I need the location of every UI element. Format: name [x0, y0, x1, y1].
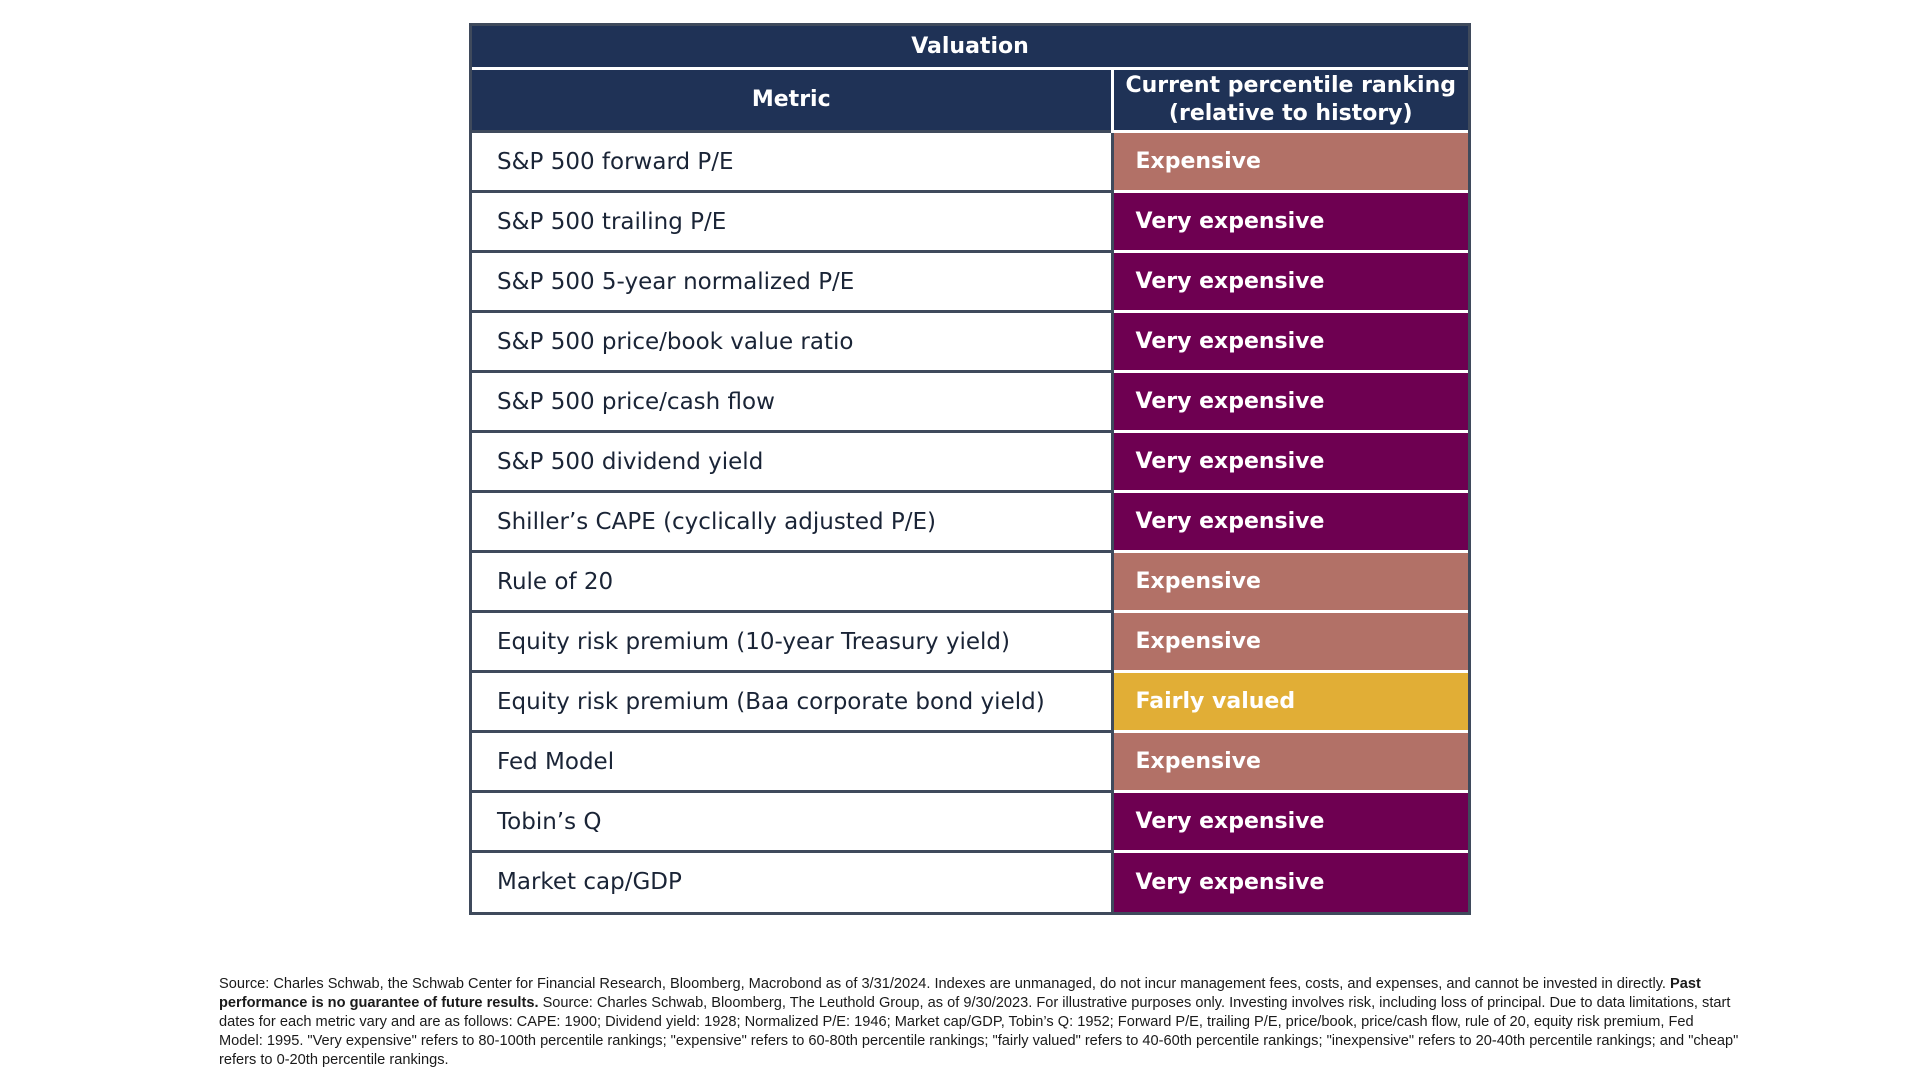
ranking-cell: Very expensive: [1112, 250, 1468, 312]
table-row: Tobin’s Q Very expensive: [472, 790, 1468, 852]
ranking-cell: Expensive: [1112, 130, 1468, 192]
ranking-header-line1: Current percentile ranking: [1125, 73, 1457, 98]
table-row: S&P 500 forward P/E Expensive: [472, 130, 1468, 192]
table-row: S&P 500 trailing P/E Very expensive: [472, 190, 1468, 252]
metric-cell: Shiller’s CAPE (cyclically adjusted P/E): [472, 490, 1114, 552]
metric-cell: S&P 500 forward P/E: [472, 130, 1114, 192]
footnote-text-1: Source: Charles Schwab, the Schwab Cente…: [219, 976, 1671, 992]
metric-cell: S&P 500 trailing P/E: [472, 190, 1114, 252]
table-row: Shiller’s CAPE (cyclically adjusted P/E)…: [472, 490, 1468, 552]
table-header-row: Metric Current percentile ranking (relat…: [472, 68, 1468, 132]
table-row: S&P 500 dividend yield Very expensive: [472, 430, 1468, 492]
metric-cell: Fed Model: [472, 730, 1114, 792]
ranking-cell: Very expensive: [1112, 190, 1468, 252]
ranking-cell: Very expensive: [1112, 850, 1468, 912]
ranking-header-line2: (relative to history): [1168, 101, 1413, 126]
ranking-cell: Very expensive: [1112, 310, 1468, 372]
metric-cell: S&P 500 dividend yield: [472, 430, 1114, 492]
metric-cell: Rule of 20: [472, 550, 1114, 612]
metric-cell: S&P 500 price/book value ratio: [472, 310, 1114, 372]
table-row: Equity risk premium (Baa corporate bond …: [472, 670, 1468, 732]
metric-cell: Equity risk premium (Baa corporate bond …: [472, 670, 1114, 732]
metric-cell: S&P 500 5-year normalized P/E: [472, 250, 1114, 312]
valuation-table-frame: Valuation Metric Current percentile rank…: [469, 23, 1471, 915]
source-footnote: Source: Charles Schwab, the Schwab Cente…: [219, 975, 1739, 1070]
table-row: S&P 500 5-year normalized P/E Very expens…: [472, 250, 1468, 312]
ranking-cell: Expensive: [1112, 550, 1468, 612]
ranking-cell: Very expensive: [1112, 790, 1468, 852]
ranking-cell: Very expensive: [1112, 490, 1468, 552]
metric-column-header: Metric: [472, 68, 1114, 132]
ranking-column-header: Current percentile ranking (relative to …: [1112, 68, 1468, 132]
metric-cell: Equity risk premium (10-year Treasury yi…: [472, 610, 1114, 672]
table-body: S&P 500 forward P/E Expensive S&P 500 trai…: [472, 130, 1468, 912]
ranking-cell: Very expensive: [1112, 370, 1468, 432]
table-row: Rule of 20 Expensive: [472, 550, 1468, 612]
table-title-row: Valuation: [472, 26, 1468, 70]
ranking-cell: Very expensive: [1112, 430, 1468, 492]
table-row: Equity risk premium (10-year Treasury yi…: [472, 610, 1468, 672]
metric-cell: S&P 500 price/cash flow: [472, 370, 1114, 432]
metric-cell: Tobin’s Q: [472, 790, 1114, 852]
table-row: Market cap/GDP Very expensive: [472, 850, 1468, 912]
metric-cell: Market cap/GDP: [472, 850, 1114, 912]
ranking-cell: Expensive: [1112, 730, 1468, 792]
footnote-disclaimer-bold: Past performance is no guarantee of futu…: [219, 976, 1701, 1011]
ranking-cell: Expensive: [1112, 610, 1468, 672]
valuation-table: Valuation Metric Current percentile rank…: [472, 26, 1468, 912]
table-title: Valuation: [472, 26, 1468, 70]
footnote-text-2: Source: Charles Schwab, Bloomberg, The L…: [219, 995, 1739, 1068]
ranking-cell: Fairly valued: [1112, 670, 1468, 732]
table-row: S&P 500 price/book value ratio Very expen…: [472, 310, 1468, 372]
table-row: Fed Model Expensive: [472, 730, 1468, 792]
table-row: S&P 500 price/cash flow Very expensive: [472, 370, 1468, 432]
